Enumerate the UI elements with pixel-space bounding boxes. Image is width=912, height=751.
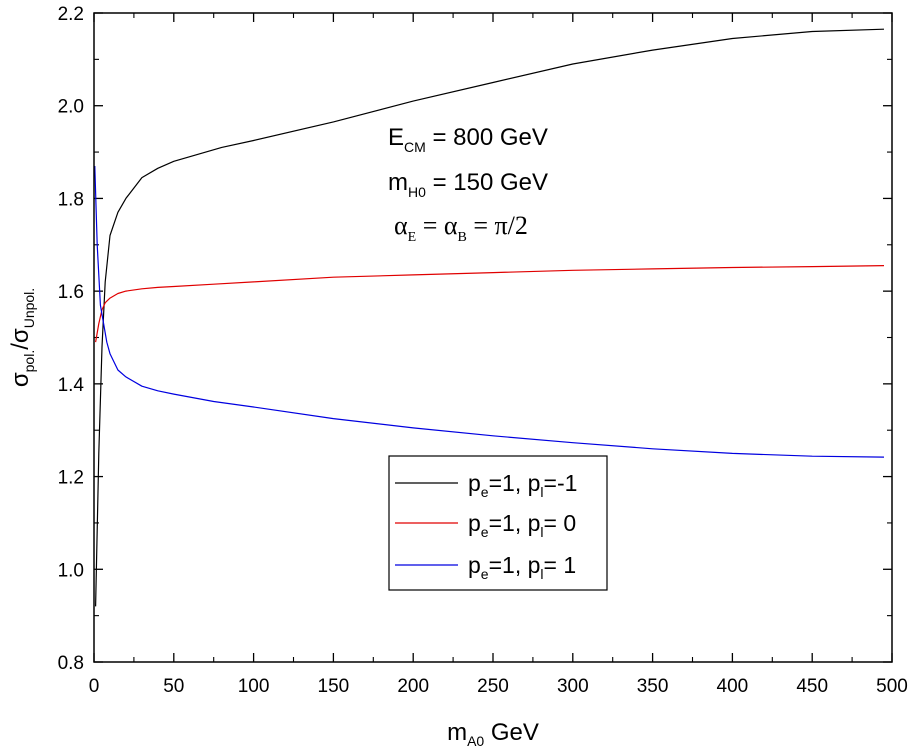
x-axis-title: mA0 GeV: [447, 719, 539, 749]
axis-ticks: [93, 12, 893, 663]
y-tick-label: 1.2: [58, 468, 84, 489]
legend-label-series-1: pe=1, pl=-1: [468, 470, 577, 500]
series-line-3: [94, 165, 885, 458]
x-tick-label: 450: [796, 676, 828, 697]
annotation-ecm: ECM = 800 GeV: [388, 124, 548, 155]
series-line-2: [95, 265, 885, 343]
x-tick-label: 50: [163, 676, 184, 697]
x-tick-label: 0: [89, 676, 100, 697]
x-tick-label: 400: [717, 676, 749, 697]
y-tick-label: 1.4: [58, 375, 85, 396]
y-tick-label: 2.0: [58, 97, 84, 118]
y-tick-label: 1.6: [58, 282, 84, 303]
x-tick-label: 200: [397, 676, 429, 697]
series-layer: [94, 28, 885, 607]
x-tick-label: 350: [637, 676, 669, 697]
legend: pe=1, pl=-1 pe=1, pl= 0 pe=1, pl= 1: [388, 455, 608, 591]
x-tick-label: 500: [876, 676, 908, 697]
y-tick-label: 2.2: [58, 4, 84, 25]
legend-label-series-3: pe=1, pl= 1: [468, 552, 576, 582]
x-tick-label: 100: [238, 676, 270, 697]
legend-label-series-2: pe=1, pl= 0: [468, 510, 576, 540]
annotation-alpha: αE = αB = π/2: [394, 211, 528, 245]
y-tick-label: 0.8: [58, 653, 84, 674]
annotation-mh0: mH0 = 150 GeV: [388, 169, 548, 200]
y-tick-label: 1.0: [58, 560, 84, 581]
x-tick-labels: 0 50 100 150 200 250 300 350 400 450 500: [89, 676, 908, 697]
x-tick-label: 250: [477, 676, 509, 697]
plot-frame: [93, 12, 893, 663]
x-tick-label: 300: [557, 676, 589, 697]
y-tick-label: 1.8: [58, 189, 84, 210]
y-tick-labels: 0.8 1.0 1.2 1.4 1.6 1.8 2.0 2.2: [58, 4, 85, 674]
y-axis-title: σpol./σUnpol.: [7, 288, 37, 387]
x-tick-label: 150: [318, 676, 350, 697]
series-line-1: [95, 28, 885, 607]
